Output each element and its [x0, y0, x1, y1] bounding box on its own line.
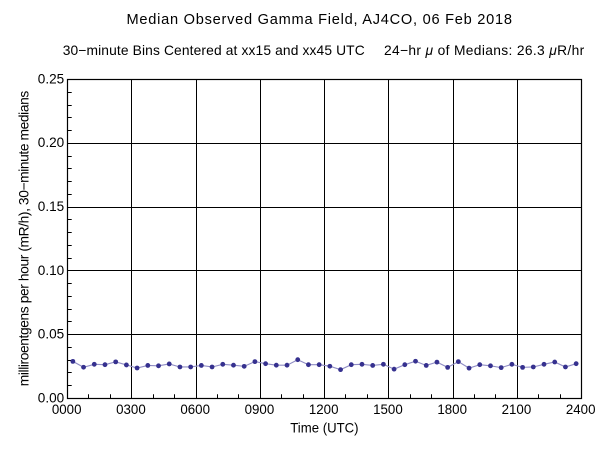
svg-text:0.25: 0.25: [38, 71, 65, 86]
svg-text:milliroentgens per hour (mR/h): milliroentgens per hour (mR/h), 30−minut…: [17, 91, 32, 387]
svg-text:0000: 0000: [52, 402, 82, 417]
svg-text:1800: 1800: [437, 402, 467, 417]
svg-text:0900: 0900: [245, 402, 275, 417]
svg-text:0.05: 0.05: [38, 327, 65, 342]
svg-text:24−hr μ of Medians: 26.3 μR/hr: 24−hr μ of Medians: 26.3 μR/hr: [384, 43, 585, 58]
svg-text:2400: 2400: [566, 402, 596, 417]
svg-text:0.00: 0.00: [38, 390, 65, 405]
svg-text:0300: 0300: [116, 402, 146, 417]
svg-text:0600: 0600: [180, 402, 210, 417]
svg-text:Time (UTC): Time (UTC): [290, 421, 358, 436]
svg-text:2100: 2100: [502, 402, 532, 417]
svg-text:30−minute Bins Centered at xx1: 30−minute Bins Centered at xx15 and xx45…: [63, 43, 365, 58]
svg-text:0.20: 0.20: [38, 135, 65, 150]
svg-text:1200: 1200: [309, 402, 339, 417]
svg-text:0.10: 0.10: [38, 263, 65, 278]
svg-text:0.15: 0.15: [38, 199, 65, 214]
svg-text:1500: 1500: [373, 402, 403, 417]
svg-text:Median Observed Gamma Field, A: Median Observed Gamma Field, AJ4CO, 06 F…: [127, 12, 513, 28]
